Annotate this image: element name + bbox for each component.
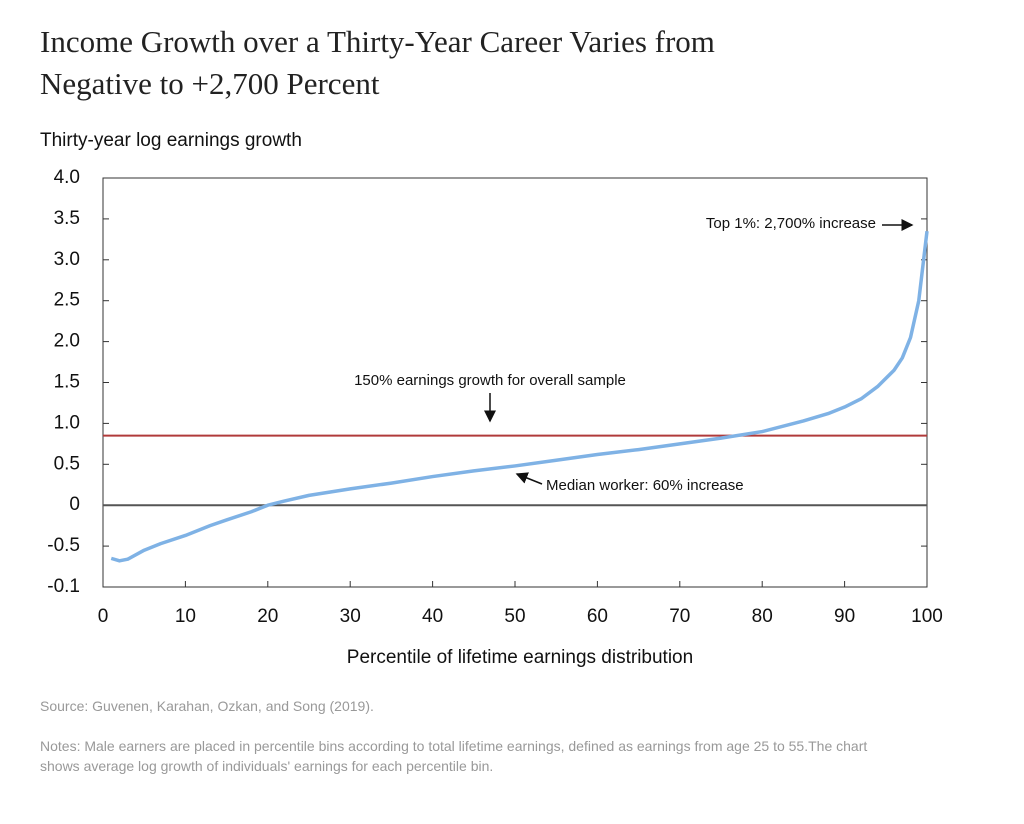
x-tick-label: 20: [257, 606, 278, 627]
annotation: 150% earnings growth for overall sample: [354, 372, 626, 389]
x-tick-label: 40: [422, 606, 443, 627]
y-tick-label: 3.0: [54, 249, 80, 270]
data-line: [110, 230, 929, 563]
y-tick-label: 0.5: [54, 453, 80, 474]
title-line: Income Growth over a Thirty-Year Career …: [40, 24, 715, 59]
x-tick-label: 50: [504, 606, 525, 627]
y-tick-label: -0.1: [47, 576, 80, 597]
source: Source: Guvenen, Karahan, Ozkan, and Son…: [40, 698, 374, 714]
y-tick-label: 0: [69, 494, 80, 515]
x-axis-label: Percentile of lifetime earnings distribu…: [347, 647, 693, 668]
title-line: Negative to +2,700 Percent: [40, 66, 380, 101]
y-tick-label: 2.5: [54, 290, 80, 311]
x-tick-label: 60: [587, 606, 608, 627]
y-tick-label: 3.5: [54, 208, 80, 229]
y-tick-label: 1.0: [54, 412, 80, 433]
chart: Thirty-year log earnings growth Percenti…: [40, 130, 943, 668]
x-tick-label: 30: [340, 606, 361, 627]
x-tick-label: 90: [834, 606, 855, 627]
x-tick-label: 80: [752, 606, 773, 627]
y-tick-label: -0.5: [47, 535, 80, 556]
y-tick-label: 4.0: [54, 167, 80, 188]
x-tick-label: 0: [98, 606, 109, 627]
y-axis-label: Thirty-year log earnings growth: [40, 130, 302, 151]
x-tick-label: 70: [669, 606, 690, 627]
annotation: Median worker: 60% increase: [546, 477, 744, 494]
arrow: [515, 472, 543, 485]
y-tick-label: 2.0: [54, 331, 80, 352]
x-tick-label: 10: [175, 606, 196, 627]
x-tick-label: 100: [911, 606, 943, 627]
annotation: Top 1%: 2,700% increase: [706, 215, 876, 232]
y-tick-label: 1.5: [54, 372, 80, 393]
notes: Notes: Male earners are placed in percen…: [40, 738, 868, 774]
